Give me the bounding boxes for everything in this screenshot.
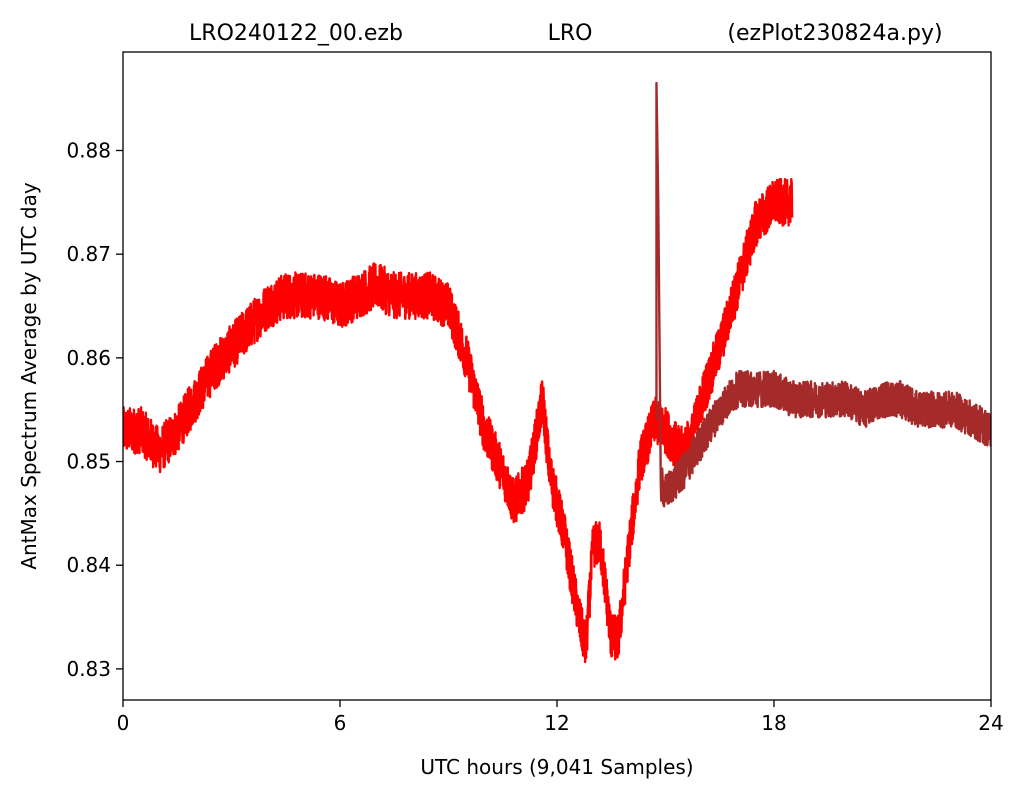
chart-title-left: LRO240122_00.ezb [189,21,403,46]
y-tick-label: 0.86 [66,346,111,370]
x-tick-label: 0 [117,711,130,735]
chart-title-center: LRO [548,21,593,46]
plot-area [123,81,991,664]
y-tick-label: 0.84 [66,553,111,577]
y-axis: 0.83 0.84 0.85 0.86 0.87 0.88 [66,138,123,681]
x-tick-label: 24 [978,711,1003,735]
y-tick-label: 0.85 [66,450,111,474]
chart-title-right: (ezPlot230824a.py) [727,21,942,46]
x-tick-label: 18 [761,711,786,735]
x-tick-label: 6 [334,711,347,735]
series-line-2 [655,81,991,508]
y-tick-label: 0.87 [66,242,111,266]
y-tick-label: 0.88 [66,138,111,162]
x-axis: 0 6 12 18 24 [117,700,1004,735]
x-axis-label: UTC hours (9,041 Samples) [420,755,693,779]
x-tick-label: 12 [544,711,569,735]
y-tick-label: 0.83 [66,657,111,681]
y-axis-label: AntMax Spectrum Average by UTC day [17,182,41,570]
